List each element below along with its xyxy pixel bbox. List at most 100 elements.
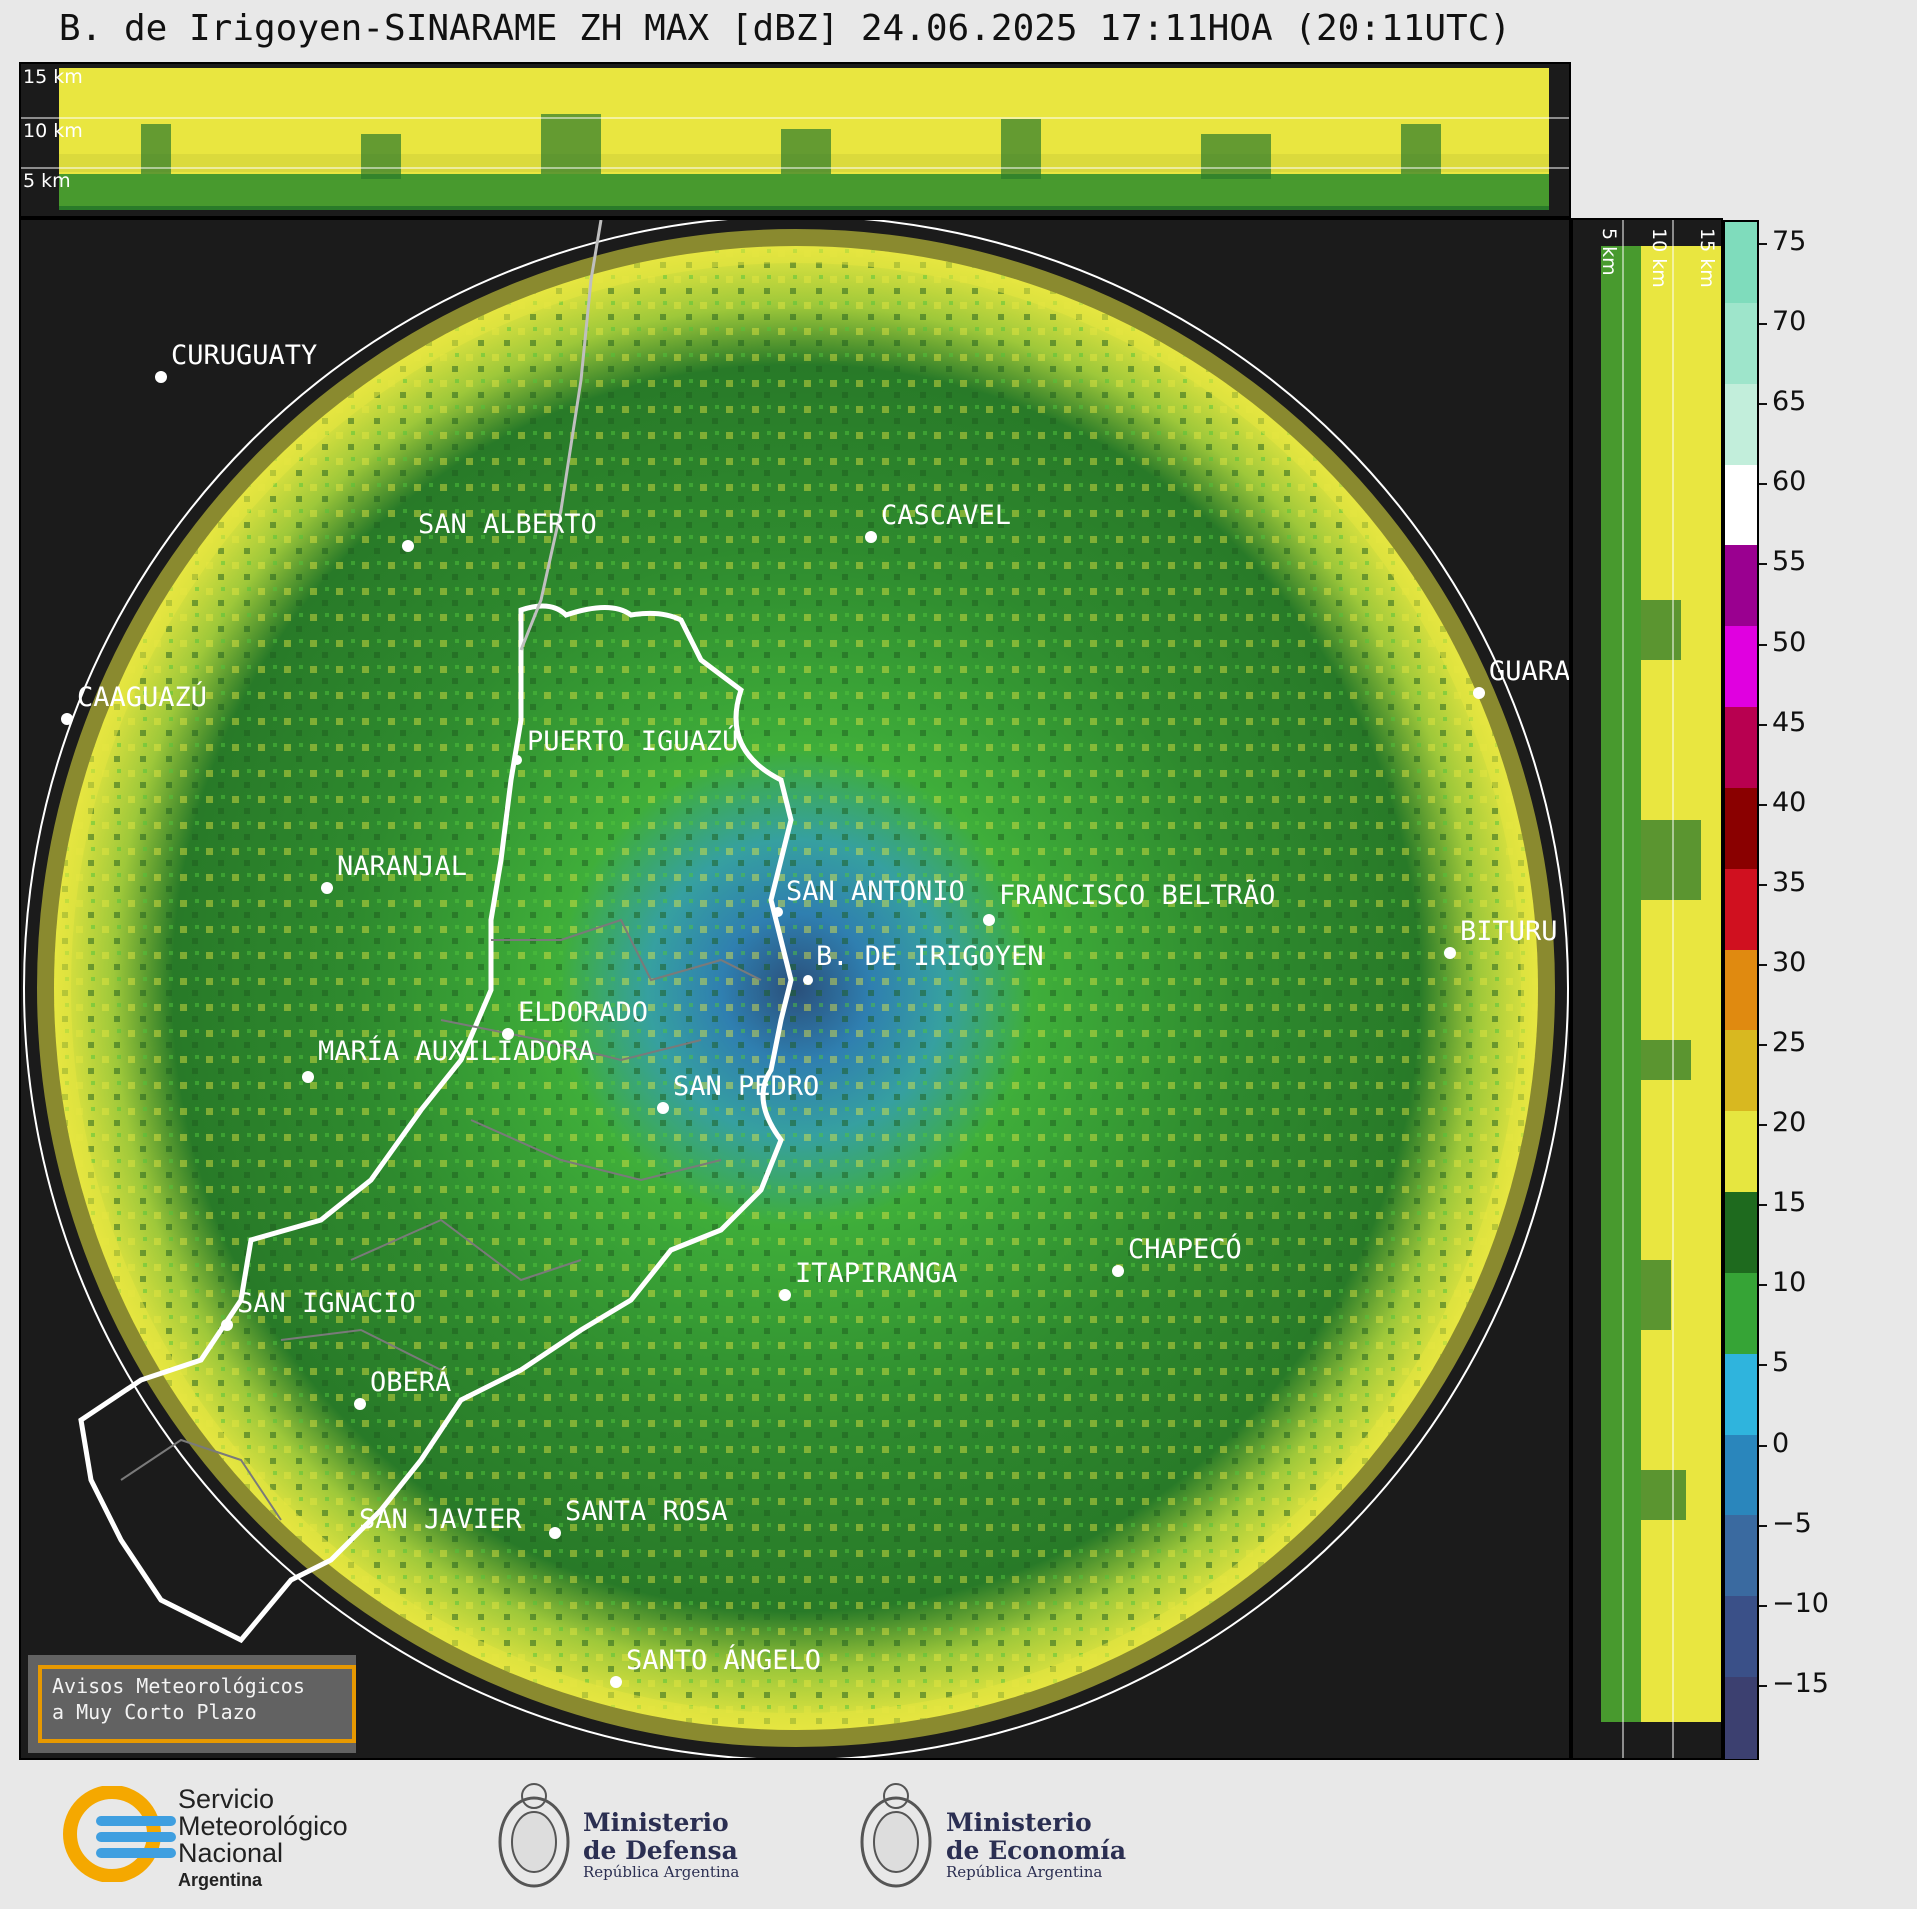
economia-seal	[856, 1776, 936, 1896]
shield-icon	[860, 1783, 932, 1888]
economia-line-2: de Economía	[946, 1836, 1127, 1865]
city-label: CAAGUAZÚ	[77, 681, 207, 713]
colorbar-tick-mark	[1759, 1204, 1767, 1207]
colorbar-segment	[1725, 707, 1757, 789]
colorbar-tick-label: 45	[1772, 706, 1807, 738]
city-label: SAN IGNACIO	[237, 1288, 416, 1319]
city-label: SAN JAVIER	[359, 1504, 522, 1535]
city-b-de-irigoyen: B. DE IRIGOYEN	[803, 941, 1044, 985]
colorbar-tick-mark	[1759, 403, 1767, 406]
city-label: ELDORADO	[518, 997, 648, 1028]
city-san-javier: SAN JAVIER	[359, 1504, 522, 1535]
city-label: CURUGUATY	[171, 340, 317, 371]
notice-line-2: a Muy Corto Plazo	[52, 1700, 257, 1724]
side-profile-graphic: 5 km 10 km 15 km	[1598, 220, 1721, 1758]
colorbar-tick-mark	[1759, 483, 1767, 486]
radar-map[interactable]: CURUGUATY SAN ALBERTO CASCAVEL CAAGUAZÚ …	[19, 218, 1571, 1760]
height-label-15km: 15 km	[23, 66, 83, 88]
colorbar-tick-label: 55	[1772, 546, 1807, 578]
top-profile-graphic	[21, 68, 1569, 210]
colorbar-tick-label: 25	[1772, 1027, 1807, 1058]
radar-map-graphic	[23, 220, 1569, 1758]
colorbar-segment	[1725, 1434, 1757, 1517]
colorbar-tick-label: −15	[1772, 1667, 1829, 1699]
city-cascavel: CASCAVEL	[865, 500, 1011, 543]
city-label: SANTA ROSA	[565, 1496, 728, 1527]
defensa-line-2: de Defensa	[583, 1836, 738, 1865]
colorbar-segment	[1725, 626, 1757, 709]
city-label: CASCAVEL	[881, 500, 1011, 531]
colorbar-tick-mark	[1759, 1684, 1767, 1687]
top-height-profile-panel: 15 km 10 km 5 km	[19, 62, 1571, 218]
city-guara: GUARA	[1473, 656, 1570, 699]
city-santa-rosa: SANTA ROSA	[549, 1496, 728, 1539]
city-san-pedro: SAN PEDRO	[657, 1071, 819, 1114]
height-label-10km: 10 km	[23, 120, 83, 142]
colorbar-tick-label: −5	[1772, 1507, 1812, 1539]
city-label: NARANJAL	[337, 851, 467, 882]
colorbar-tick-mark	[1759, 323, 1767, 326]
colorbar-segment	[1725, 302, 1757, 385]
colorbar-segment	[1725, 383, 1757, 466]
city-label: PUERTO IGUAZÚ	[527, 725, 738, 757]
colorbar-segment	[1725, 1272, 1757, 1355]
defensa-seal	[494, 1776, 574, 1896]
city-label: SAN ANTONIO	[786, 876, 965, 907]
colorbar-segment	[1725, 222, 1757, 304]
city-label: MARÍA AUXILIADORA	[318, 1035, 594, 1067]
colorbar-segment	[1725, 464, 1757, 547]
city-eldorado: ELDORADO	[502, 997, 648, 1040]
colorbar-segment	[1725, 1030, 1757, 1113]
colorbar-tick-mark	[1759, 723, 1767, 726]
colorbar-tick-label: 30	[1772, 946, 1807, 978]
city-francisco-beltrao: FRANCISCO BELTRÃO	[983, 879, 1275, 926]
colorbar-tick-mark	[1759, 1284, 1767, 1287]
side-height-label-10km: 10 km	[1648, 228, 1670, 288]
colorbar-segment	[1725, 1677, 1757, 1759]
height-label-5km: 5 km	[23, 170, 71, 192]
city-caaguazu: CAAGUAZÚ	[61, 681, 207, 725]
city-santo-angelo: SANTO ÁNGELO	[610, 1644, 821, 1688]
city-curuguaty: CURUGUATY	[155, 340, 317, 383]
city-maria-auxiliadora: MARÍA AUXILIADORA	[302, 1035, 594, 1083]
colorbar-tick-mark	[1759, 963, 1767, 966]
colorbar-segment	[1725, 1111, 1757, 1194]
city-label: SANTO ÁNGELO	[626, 1644, 821, 1676]
range-ring	[23, 220, 1569, 1758]
colorbar-tick-label: 65	[1772, 386, 1807, 418]
province-border	[78, 603, 794, 1644]
smn-logo-text: Servicio Meteorológico Nacional Argentin…	[178, 1784, 348, 1891]
colorbar-segment	[1725, 868, 1757, 951]
colorbar-tick-label: 10	[1772, 1267, 1807, 1299]
city-naranjal: NARANJAL	[321, 851, 467, 894]
notice-box[interactable]: Avisos Meteorológicos a Muy Corto Plazo	[28, 1655, 356, 1753]
notice-line-1: Avisos Meteorológicos	[52, 1674, 305, 1698]
department-borders	[120, 918, 762, 1521]
city-san-antonio: SAN ANTONIO	[773, 876, 965, 917]
city-label: SAN ALBERTO	[418, 509, 597, 540]
economia-line-1: Ministerio	[946, 1808, 1092, 1837]
city-label: CHAPECÓ	[1128, 1233, 1242, 1265]
city-label: ITAPIRANGA	[795, 1258, 958, 1289]
city-label: OBERÁ	[370, 1366, 451, 1398]
colorbar-segment	[1725, 1515, 1757, 1598]
colorbar-tick-label: 70	[1772, 306, 1807, 338]
colorbar-tick-mark	[1759, 1124, 1767, 1127]
city-label: FRANCISCO BELTRÃO	[999, 879, 1275, 911]
colorbar-tick-label: −10	[1772, 1587, 1829, 1619]
colorbar-tick-mark	[1759, 1524, 1767, 1527]
city-chapeco: CHAPECÓ	[1112, 1233, 1242, 1277]
colorbar-tick-mark	[1759, 803, 1767, 806]
colorbar-tick-mark	[1759, 1044, 1767, 1046]
colorbar-tick-mark	[1759, 243, 1767, 245]
colorbar-tick-label: 40	[1772, 786, 1807, 818]
city-itapiranga: ITAPIRANGA	[779, 1258, 958, 1301]
colorbar-tick-mark	[1759, 1604, 1767, 1607]
city-label: GUARA	[1489, 656, 1570, 687]
colorbar-tick-label: 35	[1772, 866, 1807, 898]
city-obera: OBERÁ	[354, 1366, 451, 1410]
colorbar-segment	[1725, 787, 1757, 870]
colorbar-tick-mark	[1759, 1364, 1767, 1367]
side-height-profile-panel: 5 km 10 km 15 km	[1571, 218, 1723, 1760]
city-puerto-iguazu: PUERTO IGUAZÚ	[512, 725, 738, 765]
